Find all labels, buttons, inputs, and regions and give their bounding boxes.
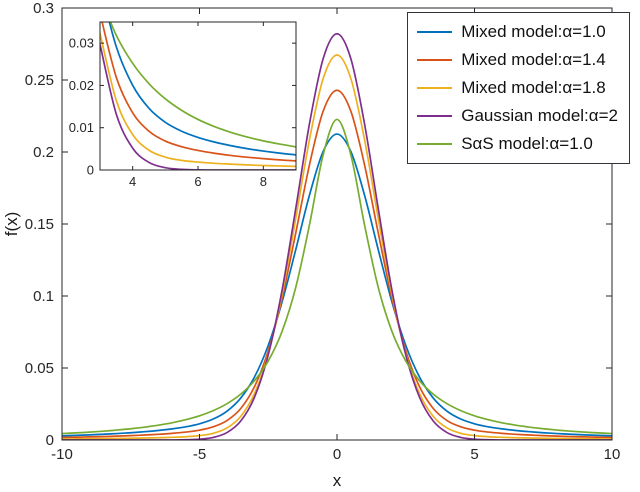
x-tick-label: 5 — [470, 446, 478, 463]
x-tick-label: 10 — [604, 446, 621, 463]
curve-mixed-alpha-1-0 — [62, 133, 612, 437]
inset-x-tick-label: 8 — [260, 174, 267, 189]
inset-curve-sas-alpha-1-0 — [109, 22, 296, 148]
legend-item: SαS model:α=1.0 — [417, 130, 618, 158]
y-tick-label: 0.3 — [33, 0, 54, 17]
legend-item: Mixed model:α=1.8 — [417, 74, 618, 102]
legend: Mixed model:α=1.0 Mixed model:α=1.4 Mixe… — [407, 12, 630, 164]
inset-axis-ticks: 4 6 8 0 0.01 0.02 0.03 — [69, 22, 296, 189]
inset-curve-mixed-alpha-1-0 — [108, 22, 296, 156]
inset-x-tick-label: 4 — [129, 174, 136, 189]
y-tick-label: 0.25 — [25, 72, 54, 89]
legend-line-sample — [417, 87, 453, 89]
x-tick-label: -5 — [193, 446, 206, 463]
legend-item-label: Mixed model:α=1.4 — [461, 50, 606, 69]
curve-mixed-alpha-1-8 — [62, 54, 612, 440]
legend-item-label: SαS model:α=1.0 — [461, 134, 593, 153]
y-tick-label: 0.15 — [25, 216, 54, 233]
curve-sas-alpha-1-0 — [62, 118, 612, 435]
inset-x-tick-label: 6 — [194, 174, 201, 189]
legend-item: Gaussian model:α=2 — [417, 102, 618, 130]
y-tick-label: 0.2 — [33, 144, 54, 161]
y-tick-label: 0 — [46, 432, 54, 449]
inset-y-tick-label: 0.01 — [69, 120, 94, 135]
main-axis-ticks: -10 -5 0 5 10 0 0.05 0.1 0.15 0.2 0.25 0.3 — [25, 0, 621, 463]
y-axis-label: f(x) — [2, 212, 21, 237]
legend-item-label: Mixed model:α=1.0 — [461, 22, 606, 41]
x-axis-label: x — [333, 471, 342, 490]
legend-line-sample — [417, 143, 453, 145]
inset-background — [100, 22, 296, 170]
inset-y-tick-label: 0.02 — [69, 78, 94, 93]
y-tick-label: 0.1 — [33, 288, 54, 305]
x-tick-label: -10 — [51, 446, 73, 463]
inset-y-tick-label: 0.03 — [69, 36, 94, 51]
legend-line-sample — [417, 59, 453, 61]
legend-item-label: Gaussian model:α=2 — [461, 106, 618, 125]
curve-mixed-alpha-1-4 — [62, 89, 612, 439]
inset-curve-mixed-alpha-1-4 — [101, 22, 296, 162]
legend-item: Mixed model:α=1.0 — [417, 18, 618, 46]
legend-item: Mixed model:α=1.4 — [417, 46, 618, 74]
inset-y-tick-label: 0 — [87, 163, 94, 178]
legend-line-sample — [417, 31, 453, 33]
x-tick-label: 0 — [333, 446, 341, 463]
legend-line-sample — [417, 115, 453, 117]
legend-item-label: Mixed model:α=1.8 — [461, 78, 606, 97]
inset-curve-mixed-alpha-1-8 — [100, 33, 296, 168]
y-tick-label: 0.05 — [25, 360, 54, 377]
